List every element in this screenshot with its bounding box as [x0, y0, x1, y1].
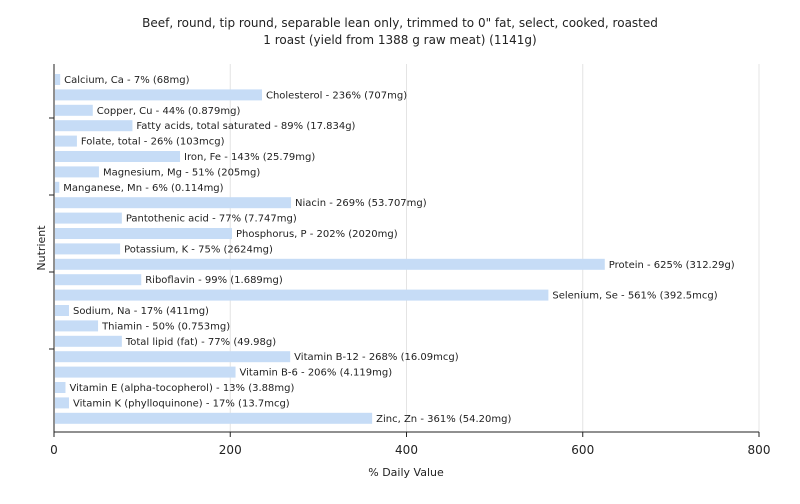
bar-label-17: Total lipid (fat) - 77% (49.98g)	[125, 337, 276, 348]
bar-7	[55, 181, 60, 193]
bar-13	[55, 274, 142, 286]
bar-0	[55, 74, 61, 85]
x-tick-label-0: 0	[50, 443, 58, 457]
bar-label-18: Vitamin B-12 - 268% (16.09mcg)	[294, 352, 459, 363]
bar-label-19: Vitamin B-6 - 206% (4.119mg)	[240, 368, 393, 379]
bar-label-2: Copper, Cu - 44% (0.879mg)	[97, 106, 241, 117]
bar-labels: Calcium, Ca - 7% (68mg) Cholesterol - 236…	[63, 75, 735, 425]
x-axis-ticks: 0 200 400 600 800	[50, 432, 770, 457]
bar-label-20: Vitamin E (alpha-tocopherol) - 13% (3.88…	[69, 383, 294, 394]
bar-15	[55, 305, 69, 316]
bar-6	[55, 166, 99, 178]
x-tick-label-600: 600	[571, 443, 594, 457]
bar-label-16: Thiamin - 50% (0.753mg)	[101, 321, 230, 332]
bar-label-14: Selenium, Se - 561% (392.5mcg)	[552, 291, 717, 302]
bar-12	[55, 258, 605, 270]
bar-19	[55, 366, 236, 378]
bar-label-10: Phosphorus, P - 202% (2020mg)	[236, 229, 398, 240]
bar-label-6: Magnesium, Mg - 51% (205mg)	[103, 167, 260, 178]
bar-label-9: Pantothenic acid - 77% (7.747mg)	[126, 214, 297, 225]
bar-9	[55, 212, 122, 224]
bar-14	[55, 289, 549, 301]
bar-20	[55, 382, 66, 393]
bar-label-21: Vitamin K (phylloquinone) - 17% (13.7mcg…	[73, 398, 290, 409]
bar-11	[55, 243, 121, 255]
bars	[55, 74, 605, 424]
bar-5	[55, 151, 181, 162]
x-axis-title: % Daily Value	[368, 466, 444, 479]
bar-label-7: Manganese, Mn - 6% (0.114mg)	[63, 183, 223, 194]
y-axis-title: Nutrient	[35, 225, 48, 271]
bar-8	[55, 197, 292, 209]
bar-label-22: Zinc, Zn - 361% (54.20mg)	[376, 414, 511, 425]
bar-label-4: Folate, total - 26% (103mcg)	[81, 137, 225, 148]
bar-22	[55, 412, 373, 424]
chart-title-line-1: Beef, round, tip round, separable lean o…	[142, 16, 658, 30]
bar-label-5: Iron, Fe - 143% (25.79mg)	[184, 152, 315, 163]
bar-16	[55, 320, 99, 332]
bar-10	[55, 228, 233, 239]
x-tick-label-200: 200	[219, 443, 242, 457]
bar-label-11: Potassium, K - 75% (2624mg)	[124, 244, 273, 255]
bar-label-8: Niacin - 269% (53.707mg)	[295, 198, 427, 209]
y-axis-ticks	[49, 117, 54, 350]
bar-label-0: Calcium, Ca - 7% (68mg)	[64, 75, 189, 86]
bar-21	[55, 397, 69, 409]
bar-label-12: Protein - 625% (312.29g)	[609, 260, 735, 271]
bar-2	[55, 104, 93, 116]
bar-1	[55, 89, 262, 101]
bar-label-13: Riboflavin - 99% (1.689mg)	[145, 275, 283, 286]
bar-17	[55, 335, 122, 347]
x-tick-label-400: 400	[395, 443, 418, 457]
x-tick-label-800: 800	[748, 443, 771, 457]
bar-3	[55, 120, 133, 132]
bar-4	[55, 135, 77, 147]
bar-18	[55, 351, 291, 363]
chart-title-line-2: 1 roast (yield from 1388 g raw meat) (11…	[263, 33, 536, 47]
bar-label-15: Sodium, Na - 17% (411mg)	[73, 306, 209, 317]
bar-label-1: Cholesterol - 236% (707mg)	[266, 90, 407, 101]
bar-label-3: Fatty acids, total saturated - 89% (17.8…	[136, 121, 355, 132]
